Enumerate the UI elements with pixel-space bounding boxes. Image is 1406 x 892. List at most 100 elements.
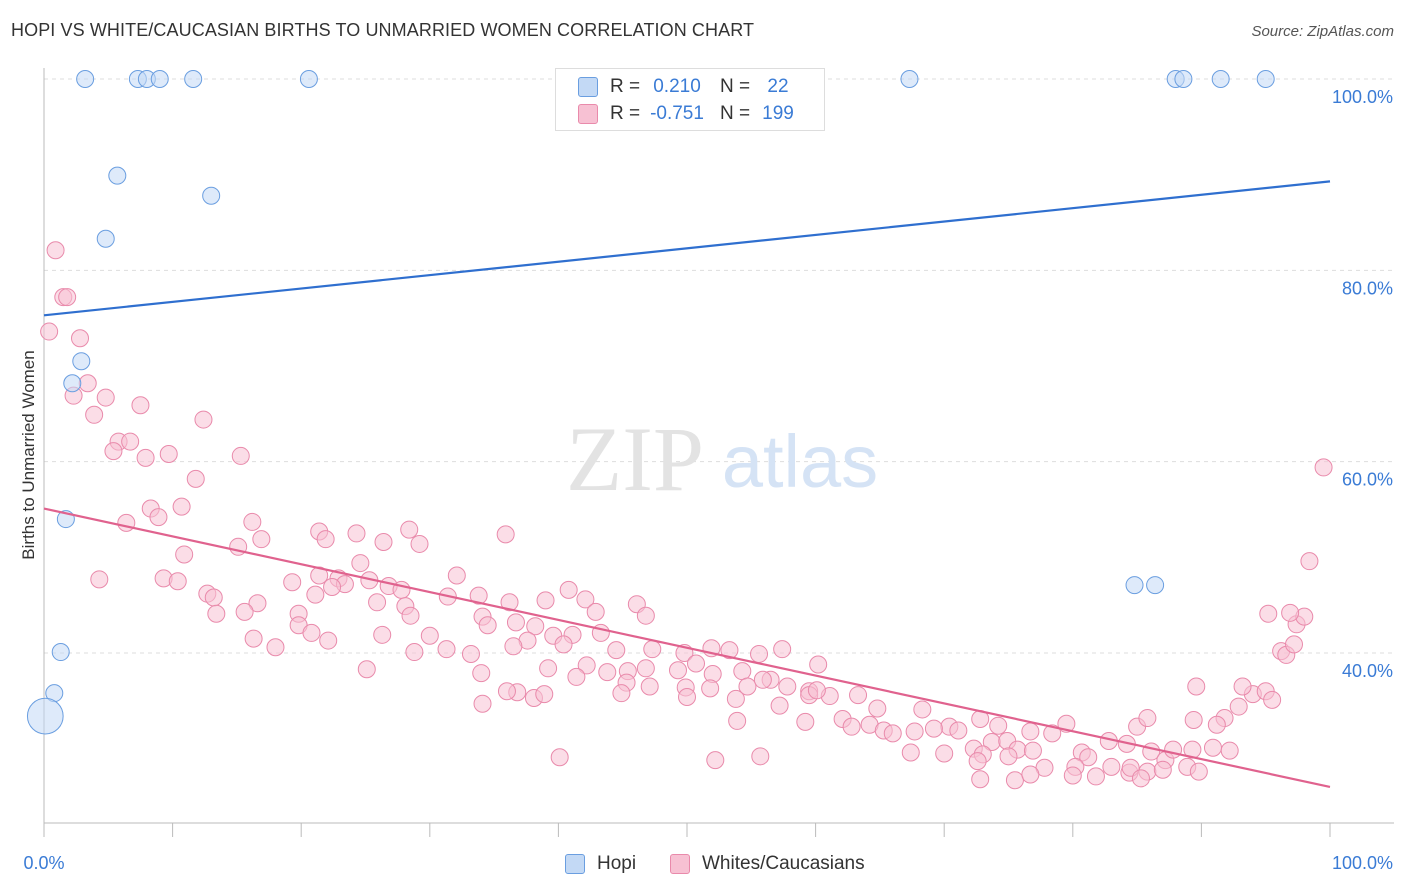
data-point (559, 580, 578, 599)
data-point (51, 643, 70, 662)
data-point (706, 751, 725, 770)
data-point (1086, 767, 1105, 786)
data-point (999, 747, 1018, 766)
data-point (733, 662, 752, 681)
data-point (473, 694, 492, 713)
trend-line (43, 180, 1331, 317)
data-point (108, 166, 127, 185)
data-point (1314, 458, 1333, 477)
data-point (46, 241, 65, 260)
data-point (1256, 70, 1275, 88)
data-point (248, 594, 267, 613)
y-axis-label: Births to Unmarried Women (19, 350, 38, 559)
data-point (1023, 741, 1042, 760)
data-point (478, 616, 497, 635)
source-label: Source: ZipAtlas.com (1251, 23, 1394, 40)
data-point (202, 186, 221, 205)
data-point (368, 593, 387, 612)
data-point (58, 288, 77, 307)
data-point (778, 677, 797, 696)
data-point (1153, 760, 1172, 779)
data-point (1189, 762, 1208, 781)
data-point (78, 374, 97, 393)
data-point (842, 717, 861, 736)
data-point (750, 644, 769, 663)
legend-swatch-whites (670, 854, 690, 874)
data-point (40, 322, 59, 341)
trend-line (43, 507, 1331, 789)
data-point (971, 770, 990, 789)
data-point (299, 70, 318, 88)
legend-r-label: R = (610, 103, 641, 124)
data-point (283, 573, 302, 592)
data-point (1263, 690, 1282, 709)
data-point (535, 685, 554, 704)
data-point (194, 410, 213, 429)
data-point (497, 682, 516, 701)
x-tick-label: 0.0% (23, 853, 64, 873)
data-point (447, 566, 466, 585)
data-point (586, 602, 605, 621)
data-point (1146, 576, 1165, 595)
data-point (496, 525, 515, 544)
data-point (924, 719, 943, 738)
data-point (1233, 677, 1252, 696)
data-point (1174, 70, 1193, 88)
data-point (598, 663, 617, 682)
data-point (1005, 771, 1024, 790)
data-point (701, 679, 720, 698)
data-point (643, 640, 662, 659)
data-point (131, 396, 150, 415)
data-point (1184, 710, 1203, 729)
watermark-zip: ZIP (566, 408, 704, 510)
data-point (104, 442, 123, 461)
x-tick-label: 100.0% (1332, 853, 1393, 873)
legend-n-value: 199 (762, 103, 794, 124)
data-point (1164, 740, 1183, 759)
data-point (504, 637, 523, 656)
data-point (1259, 604, 1278, 623)
data-point (400, 520, 419, 539)
data-point (640, 677, 659, 696)
data-point (989, 716, 1008, 735)
data-point (437, 640, 456, 659)
data-point (374, 533, 393, 552)
data-point (351, 554, 370, 573)
data-point (913, 700, 932, 719)
data-point (807, 681, 826, 700)
legend-n-label: N = (720, 76, 751, 97)
data-point (1131, 769, 1150, 788)
data-point (96, 229, 115, 248)
data-point (461, 644, 480, 663)
legend-r-value: 0.210 (653, 76, 701, 97)
data-point (186, 469, 205, 488)
data-point (1281, 603, 1300, 622)
data-point (63, 374, 82, 393)
data-point (770, 696, 789, 715)
legend-label-whites: Whites/Caucasians (702, 853, 865, 874)
legend-row-hopi: R = 0.210 N = 22 (578, 75, 800, 99)
data-point (244, 629, 263, 648)
data-point (252, 530, 271, 549)
data-point (751, 747, 770, 766)
y-tick-label: 80.0% (1342, 278, 1393, 298)
legend-label-hopi: Hopi (597, 853, 637, 874)
data-point (1211, 70, 1230, 88)
data-point (1229, 697, 1248, 716)
data-point (347, 524, 366, 543)
data-point (607, 641, 626, 660)
data-point (576, 590, 595, 609)
data-point (868, 699, 887, 718)
data-point (1125, 576, 1144, 595)
data-point (636, 659, 655, 678)
data-point (469, 586, 488, 605)
data-point (901, 743, 920, 762)
data-point (849, 686, 868, 705)
data-point (204, 588, 223, 607)
data-point (420, 626, 439, 645)
legend-row-whites: R = -0.751 N = 199 (578, 102, 800, 126)
legend-swatch-hopi (565, 854, 585, 874)
data-point (184, 70, 203, 88)
data-point (1203, 738, 1222, 757)
legend-r-value: -0.751 (650, 103, 704, 124)
